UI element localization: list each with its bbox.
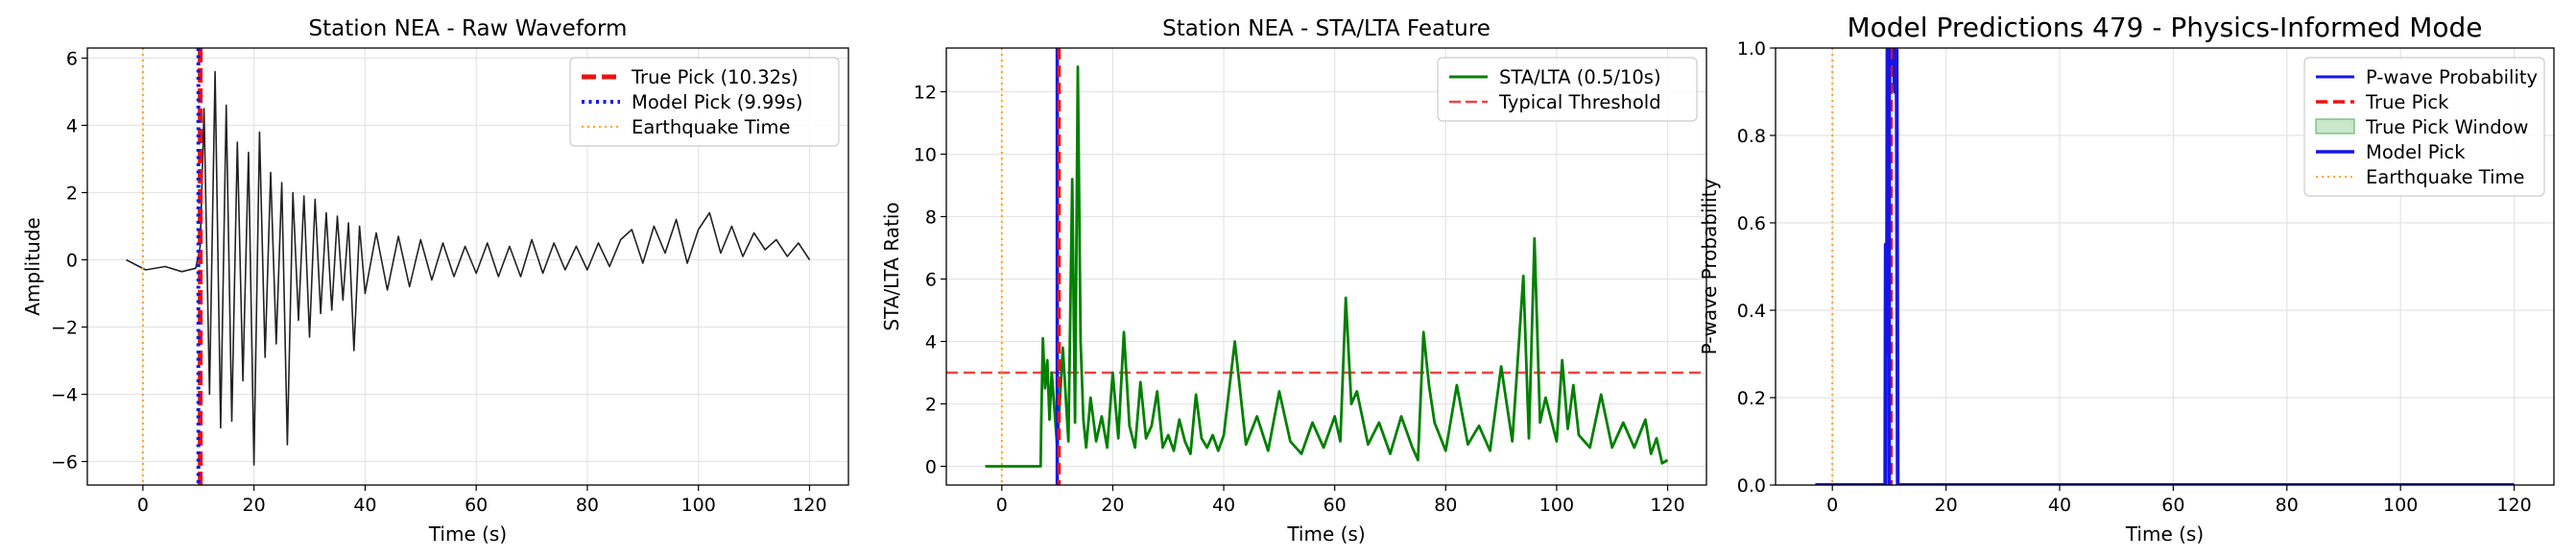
x-tick-label: 20 [1934, 495, 1957, 516]
x-tick-label: 40 [1212, 495, 1235, 516]
panel-3: 0 20 40 60 80 100 120 0.0 0.2 0.4 0.6 0.8 1.0 Model P… [1698, 12, 2555, 546]
plot-area [126, 48, 811, 485]
x-tick-label: 60 [465, 495, 488, 516]
axes-frame [86, 47, 849, 486]
series-line-0 [1815, 48, 2515, 485]
legend-label: Model Pick [2366, 141, 2466, 163]
panel-2: 0 20 40 60 80 100 120 0 2 4 6 8 10 12 Station NEA - ST… [880, 16, 1707, 546]
y-tick-label: 4 [66, 116, 78, 137]
x-tick-label: 0 [137, 495, 149, 516]
y-tick-label: 1.0 [1737, 38, 1766, 60]
y-axis-label: STA/LTA Ratio [880, 202, 903, 330]
y-tick-label: 6 [925, 270, 937, 291]
plot-area [1815, 48, 2515, 485]
x-axis-label: Time (s) [2125, 523, 2204, 546]
y-axis-label: Amplitude [21, 217, 44, 316]
y-tick-label: 2 [925, 395, 937, 416]
legend-label: Earthquake Time [632, 116, 791, 138]
x-tick-label: 0 [996, 495, 1008, 516]
x-tick-label: 120 [2496, 495, 2531, 516]
x-tick-label: 80 [2276, 495, 2299, 516]
legend-box [1437, 57, 1698, 122]
x-tick-label: 100 [681, 495, 716, 516]
legend-label: Earthquake Time [2366, 166, 2525, 188]
y-tick-label: 0.2 [1737, 388, 1766, 409]
x-tick-label: 80 [1434, 495, 1457, 516]
legend: P-wave Probability True Pick True Pick Win… [2303, 57, 2545, 197]
x-tick-label: 20 [1101, 495, 1124, 516]
legend-label: STA/LTA (0.5/10s) [1499, 66, 1661, 88]
axes-frame [945, 47, 1707, 486]
y-tick-label: 0.4 [1737, 301, 1766, 322]
y-tick-label: −2 [51, 318, 78, 339]
chart-title: Station NEA - STA/LTA Feature [1162, 16, 1491, 41]
y-tick-label: 8 [925, 207, 937, 229]
legend: STA/LTA (0.5/10s) Typical Threshold [1437, 57, 1698, 122]
y-tick-label: 6 [66, 49, 78, 70]
x-axis-label: Time (s) [1286, 523, 1365, 546]
panel-1: 0 20 40 60 80 100 120 −6 −4 −2 0 2 4 6 Station NEA - R… [21, 16, 849, 546]
y-tick-label: 2 [66, 183, 78, 205]
x-tick-label: 80 [576, 495, 599, 516]
x-tick-label: 100 [2383, 495, 2418, 516]
legend-swatch [2315, 118, 2355, 134]
x-tick-label: 120 [1650, 495, 1684, 516]
legend-label: P-wave Probability [2366, 66, 2538, 88]
y-tick-label: 0.0 [1737, 475, 1766, 497]
legend-label: True Pick [2365, 91, 2449, 113]
x-tick-label: 40 [2048, 495, 2071, 516]
chart-title: Station NEA - Raw Waveform [309, 16, 628, 41]
legend-label: Model Pick (9.99s) [632, 91, 803, 113]
chart-title: Model Predictions 479 - Physics-Informed… [1847, 12, 2482, 43]
x-tick-label: 20 [243, 495, 266, 516]
y-tick-label: 10 [914, 145, 937, 166]
y-tick-label: −6 [51, 452, 78, 474]
y-tick-label: 12 [914, 83, 937, 104]
y-tick-label: 0 [925, 457, 937, 478]
y-tick-label: −4 [51, 385, 78, 406]
y-tick-label: 0.8 [1737, 126, 1766, 147]
legend-label: True Pick Window [2365, 116, 2529, 138]
legend-label: Typical Threshold [1498, 91, 1661, 113]
x-axis-label: Time (s) [428, 523, 507, 546]
legend-label: True Pick (10.32s) [631, 66, 799, 88]
y-axis-label: P-wave Probability [1698, 179, 1721, 355]
legend-box [569, 57, 840, 147]
x-tick-label: 120 [792, 495, 826, 516]
x-tick-label: 60 [2161, 495, 2184, 516]
axes-frame [1775, 47, 2555, 486]
series-line-0 [126, 70, 811, 466]
x-tick-label: 60 [1324, 495, 1347, 516]
y-tick-label: 0 [66, 251, 78, 272]
series-line-0 [985, 65, 1669, 468]
x-tick-label: 100 [1539, 495, 1574, 516]
x-tick-label: 0 [1826, 495, 1838, 516]
legend: True Pick (10.32s) Model Pick (9.99s) Eart… [569, 57, 840, 147]
y-tick-label: 0.6 [1737, 213, 1766, 234]
y-tick-label: 4 [925, 332, 937, 353]
x-tick-label: 40 [353, 495, 376, 516]
plot-area [946, 48, 1706, 485]
legend-box [2303, 57, 2545, 197]
